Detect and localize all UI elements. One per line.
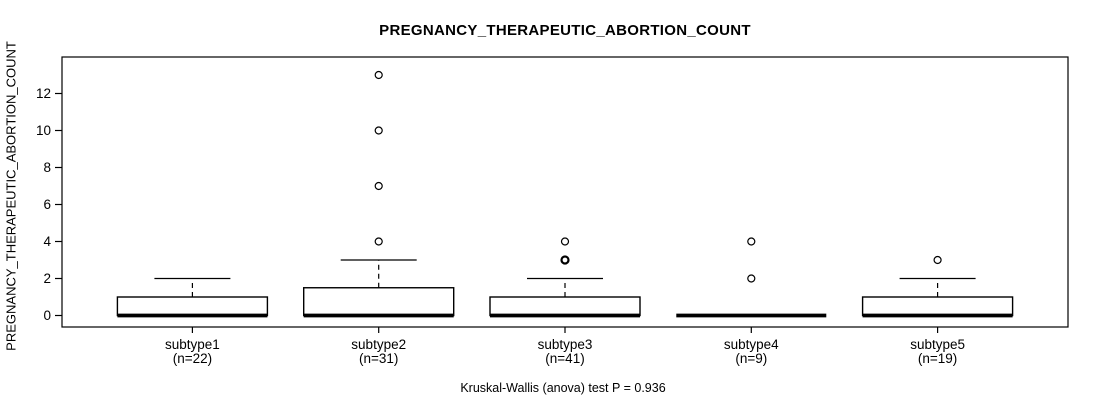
y-axis-tick-label: 8 <box>43 160 51 175</box>
y-axis-tick-label: 12 <box>36 86 51 101</box>
x-group-count-label: (n=41) <box>545 351 584 366</box>
stat-test-caption: Kruskal-Wallis (anova) test P = 0.936 <box>460 381 666 395</box>
y-axis-tick-label: 0 <box>43 308 51 323</box>
chart-title: PREGNANCY_THERAPEUTIC_ABORTION_COUNT <box>379 22 751 39</box>
x-group-count-label: (n=19) <box>918 351 957 366</box>
outlier-point-subtype2 <box>374 181 383 191</box>
y-axis-tick-label: 4 <box>43 234 51 249</box>
y-axis-tick-label: 2 <box>43 271 51 286</box>
x-group-count-label: (n=9) <box>735 351 767 366</box>
outlier-point-subtype2 <box>374 237 383 246</box>
outlier-point-subtype3 <box>560 237 570 246</box>
box-subtype2 <box>303 287 455 317</box>
box-subtype3 <box>489 296 641 317</box>
outlier-point-subtype4 <box>747 237 756 246</box>
outlier-point-subtype3 <box>560 255 570 265</box>
box-subtype1 <box>116 296 269 317</box>
outlier-point-subtype2 <box>374 126 383 135</box>
outlier-point-subtype5 <box>933 255 942 265</box>
x-group-count-label: (n=31) <box>359 351 398 366</box>
outlier-point-subtype4 <box>747 274 756 283</box>
x-group-count-label: (n=22) <box>173 351 212 366</box>
x-group-label: subtype3 <box>538 337 593 352</box>
y-axis-tick-label: 10 <box>36 123 51 138</box>
x-group-label: subtype5 <box>910 337 965 352</box>
x-group-label: subtype4 <box>724 337 779 352</box>
x-group-label: subtype2 <box>351 337 406 352</box>
y-axis-title: PREGNANCY_THERAPEUTIC_ABORTION_COUNT <box>3 41 19 351</box>
x-group-label: subtype1 <box>165 337 220 352</box>
y-axis-tick-label: 6 <box>43 197 51 212</box>
box-subtype5 <box>861 296 1014 317</box>
outlier-point-subtype2 <box>374 70 383 80</box>
